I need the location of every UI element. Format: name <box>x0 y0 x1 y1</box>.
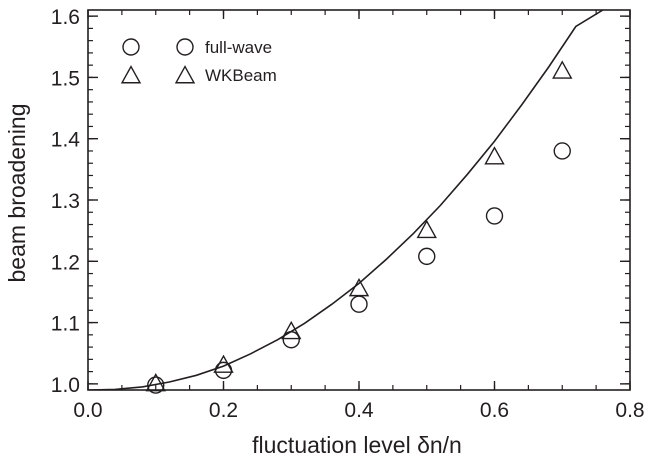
wkbeam-point <box>416 219 437 239</box>
fit-curve-layer <box>88 10 604 390</box>
fit-curve <box>88 10 604 390</box>
full-wave-point <box>282 331 300 349</box>
wkbeam-point <box>281 320 302 340</box>
x-axis-label: fluctuation level δn/n <box>252 432 462 458</box>
full-wave-point <box>350 295 368 313</box>
legend-triangle-icon <box>174 65 196 84</box>
y-tick-label: 1.0 <box>51 374 80 397</box>
y-tick-label: 1.3 <box>51 190 80 213</box>
wkbeam-point <box>213 354 234 373</box>
axes <box>87 9 631 391</box>
y-tick-label: 1.5 <box>51 67 80 90</box>
legend-circle-icon <box>176 38 194 56</box>
legend-triangle-icon <box>120 65 142 84</box>
y-tick-label: 1.6 <box>51 6 80 29</box>
legend-circle-icon <box>122 38 140 56</box>
y-tick-label: 1.4 <box>51 129 81 152</box>
markers-layer <box>145 60 573 394</box>
x-tick-label: 0.4 <box>344 399 374 422</box>
legend-label: full-wave <box>205 38 272 57</box>
wkbeam-point <box>145 372 166 392</box>
wkbeam-point <box>552 60 573 79</box>
legend-label: WKBeam <box>205 66 277 85</box>
wkbeam-point <box>484 146 505 165</box>
y-tick-label: 1.2 <box>51 251 80 274</box>
y-tick-label: 1.1 <box>51 313 80 336</box>
full-wave-point <box>485 207 504 225</box>
tick-labels-layer: 0.0 0.2 0.4 0.6 0.8 1.0 1.1 1.2 1.3 1.4 1.5 1.6 <box>51 6 645 422</box>
x-tick-label: 0.0 <box>73 399 102 422</box>
x-tick-label: 0.6 <box>480 399 509 422</box>
legend: full-wave WKBeam <box>120 38 277 85</box>
full-wave-point <box>147 376 165 394</box>
x-tick-label: 0.2 <box>209 399 238 422</box>
full-wave-point <box>553 142 571 160</box>
x-tick-label: 0.8 <box>615 399 644 422</box>
full-wave-point <box>418 247 436 266</box>
y-axis-label: beam broadening <box>4 103 30 282</box>
wkbeam-point <box>348 277 370 297</box>
